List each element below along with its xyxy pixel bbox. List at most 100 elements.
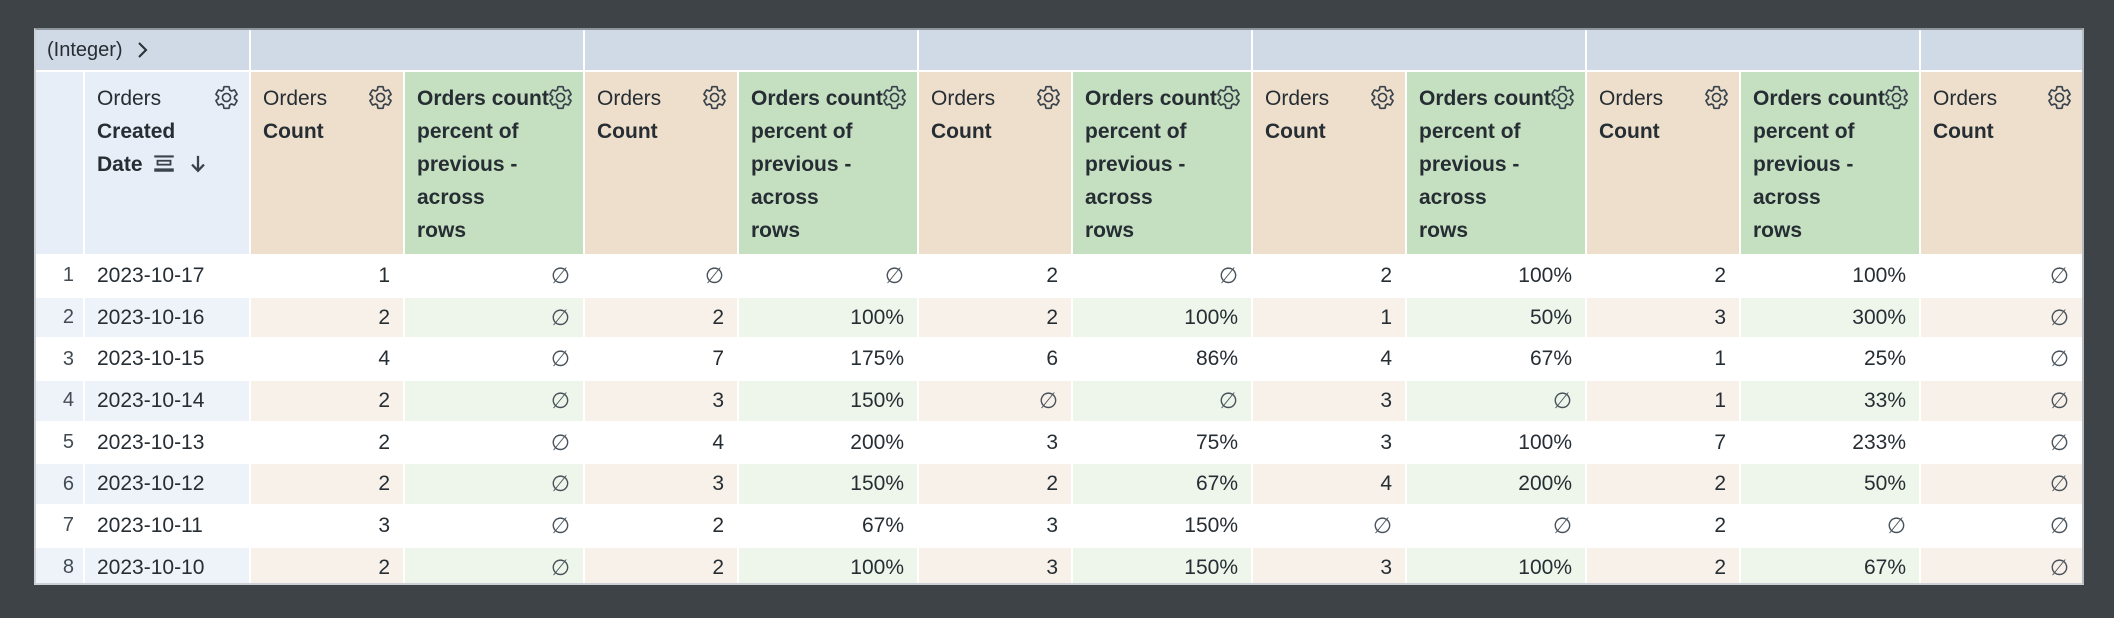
gear-icon[interactable] bbox=[1883, 84, 1910, 111]
date-cell[interactable]: 2023-10-14 bbox=[85, 381, 249, 421]
percent-cell[interactable]: ∅ bbox=[405, 339, 583, 380]
gear-icon[interactable] bbox=[367, 84, 394, 111]
count-cell[interactable]: 1 bbox=[1587, 339, 1739, 380]
column-header-orders-count[interactable]: Orders Count bbox=[585, 72, 737, 254]
count-cell[interactable]: ∅ bbox=[1921, 339, 2082, 380]
count-cell[interactable]: 3 bbox=[585, 381, 737, 421]
column-header-orders-count-percent-of-previous-across-rows[interactable]: Orders count percent of previous - across ro… bbox=[1407, 72, 1585, 254]
percent-cell[interactable]: 200% bbox=[1407, 464, 1585, 505]
date-cell[interactable]: 2023-10-16 bbox=[85, 297, 249, 338]
count-cell[interactable]: 3 bbox=[1587, 297, 1739, 338]
gear-icon[interactable] bbox=[881, 84, 908, 111]
sort-desc-arrow-icon[interactable] bbox=[185, 151, 211, 177]
percent-cell[interactable]: 50% bbox=[1407, 297, 1585, 338]
column-header-orders-count[interactable]: Orders Count bbox=[1921, 72, 2082, 254]
count-cell[interactable]: 2 bbox=[251, 381, 403, 421]
percent-cell[interactable]: ∅ bbox=[405, 464, 583, 505]
percent-cell[interactable]: 100% bbox=[739, 297, 917, 338]
column-header-orders-count[interactable]: Orders Count bbox=[1587, 72, 1739, 254]
count-cell[interactable]: 2 bbox=[1253, 256, 1405, 296]
percent-cell[interactable]: 100% bbox=[1073, 297, 1251, 338]
gear-icon[interactable] bbox=[701, 84, 728, 111]
count-cell[interactable]: ∅ bbox=[585, 256, 737, 296]
percent-cell[interactable]: ∅ bbox=[405, 381, 583, 421]
percent-cell[interactable]: 86% bbox=[1073, 339, 1251, 380]
count-cell[interactable]: 2 bbox=[919, 464, 1071, 505]
count-cell[interactable]: 2 bbox=[585, 297, 737, 338]
percent-cell[interactable]: 100% bbox=[1407, 256, 1585, 296]
count-cell[interactable]: 2 bbox=[251, 464, 403, 505]
gear-icon[interactable] bbox=[1215, 84, 1242, 111]
date-cell[interactable]: 2023-10-12 bbox=[85, 464, 249, 505]
percent-cell[interactable]: 175% bbox=[739, 339, 917, 380]
count-cell[interactable]: 2 bbox=[1587, 464, 1739, 505]
column-header-orders-count[interactable]: Orders Count bbox=[919, 72, 1071, 254]
count-cell[interactable]: 7 bbox=[1587, 422, 1739, 463]
count-cell[interactable]: 2 bbox=[585, 506, 737, 546]
percent-cell[interactable]: 100% bbox=[1741, 256, 1919, 296]
count-cell[interactable]: 3 bbox=[919, 506, 1071, 546]
count-cell[interactable]: ∅ bbox=[1921, 547, 2082, 583]
percent-cell[interactable]: 150% bbox=[1073, 547, 1251, 583]
gear-icon[interactable] bbox=[1369, 84, 1396, 111]
count-cell[interactable]: 3 bbox=[919, 422, 1071, 463]
count-cell[interactable]: 4 bbox=[585, 422, 737, 463]
percent-cell[interactable]: 67% bbox=[739, 506, 917, 546]
percent-cell[interactable]: ∅ bbox=[405, 506, 583, 546]
count-cell[interactable]: 1 bbox=[1587, 381, 1739, 421]
percent-cell[interactable]: ∅ bbox=[1407, 506, 1585, 546]
percent-cell[interactable]: 67% bbox=[1073, 464, 1251, 505]
count-cell[interactable]: 4 bbox=[251, 339, 403, 380]
pivot-axis-cell[interactable]: (Integer) bbox=[36, 30, 249, 70]
percent-cell[interactable]: 33% bbox=[1741, 381, 1919, 421]
count-cell[interactable]: 4 bbox=[1253, 339, 1405, 380]
count-cell[interactable]: 2 bbox=[919, 297, 1071, 338]
count-cell[interactable]: ∅ bbox=[1253, 506, 1405, 546]
count-cell[interactable]: 2 bbox=[251, 297, 403, 338]
date-cell[interactable]: 2023-10-11 bbox=[85, 506, 249, 546]
percent-cell[interactable]: 75% bbox=[1073, 422, 1251, 463]
column-header-orders-count-percent-of-previous-across-rows[interactable]: Orders count percent of previous - across ro… bbox=[405, 72, 583, 254]
percent-cell[interactable]: 50% bbox=[1741, 464, 1919, 505]
percent-cell[interactable]: ∅ bbox=[739, 256, 917, 296]
gear-icon[interactable] bbox=[1703, 84, 1730, 111]
count-cell[interactable]: 2 bbox=[1587, 506, 1739, 546]
column-header-orders-count-percent-of-previous-across-rows[interactable]: Orders count percent of previous - across ro… bbox=[739, 72, 917, 254]
column-header-orders-created-date[interactable]: Orders Created Date bbox=[85, 72, 249, 254]
percent-cell[interactable]: 67% bbox=[1407, 339, 1585, 380]
count-cell[interactable]: 3 bbox=[1253, 422, 1405, 463]
count-cell[interactable]: 2 bbox=[251, 547, 403, 583]
column-header-orders-count[interactable]: Orders Count bbox=[1253, 72, 1405, 254]
count-cell[interactable]: ∅ bbox=[1921, 422, 2082, 463]
percent-cell[interactable]: ∅ bbox=[1073, 256, 1251, 296]
count-cell[interactable]: ∅ bbox=[919, 381, 1071, 421]
count-cell[interactable]: ∅ bbox=[1921, 297, 2082, 338]
percent-cell[interactable]: 67% bbox=[1741, 547, 1919, 583]
percent-cell[interactable]: ∅ bbox=[1407, 381, 1585, 421]
date-cell[interactable]: 2023-10-13 bbox=[85, 422, 249, 463]
date-cell[interactable]: 2023-10-17 bbox=[85, 256, 249, 296]
count-cell[interactable]: 2 bbox=[1587, 256, 1739, 296]
percent-cell[interactable]: ∅ bbox=[405, 297, 583, 338]
percent-cell[interactable]: 100% bbox=[739, 547, 917, 583]
gear-icon[interactable] bbox=[1035, 84, 1062, 111]
gear-icon[interactable] bbox=[547, 84, 574, 111]
percent-cell[interactable]: 150% bbox=[1073, 506, 1251, 546]
percent-cell[interactable]: 200% bbox=[739, 422, 917, 463]
gear-icon[interactable] bbox=[1549, 84, 1576, 111]
percent-cell[interactable]: 233% bbox=[1741, 422, 1919, 463]
count-cell[interactable]: 1 bbox=[1253, 297, 1405, 338]
column-header-orders-count-percent-of-previous-across-rows[interactable]: Orders count percent of previous - across ro… bbox=[1741, 72, 1919, 254]
count-cell[interactable]: 1 bbox=[251, 256, 403, 296]
chevron-right-icon[interactable] bbox=[130, 38, 154, 62]
count-cell[interactable]: 3 bbox=[1253, 381, 1405, 421]
percent-cell[interactable]: ∅ bbox=[405, 547, 583, 583]
date-cell[interactable]: 2023-10-10 bbox=[85, 547, 249, 583]
count-cell[interactable]: ∅ bbox=[1921, 464, 2082, 505]
count-cell[interactable]: 3 bbox=[1253, 547, 1405, 583]
count-cell[interactable]: 3 bbox=[251, 506, 403, 546]
count-cell[interactable]: 4 bbox=[1253, 464, 1405, 505]
percent-cell[interactable]: 100% bbox=[1407, 547, 1585, 583]
gear-icon[interactable] bbox=[2046, 84, 2073, 111]
column-header-orders-count-percent-of-previous-across-rows[interactable]: Orders count percent of previous - across ro… bbox=[1073, 72, 1251, 254]
